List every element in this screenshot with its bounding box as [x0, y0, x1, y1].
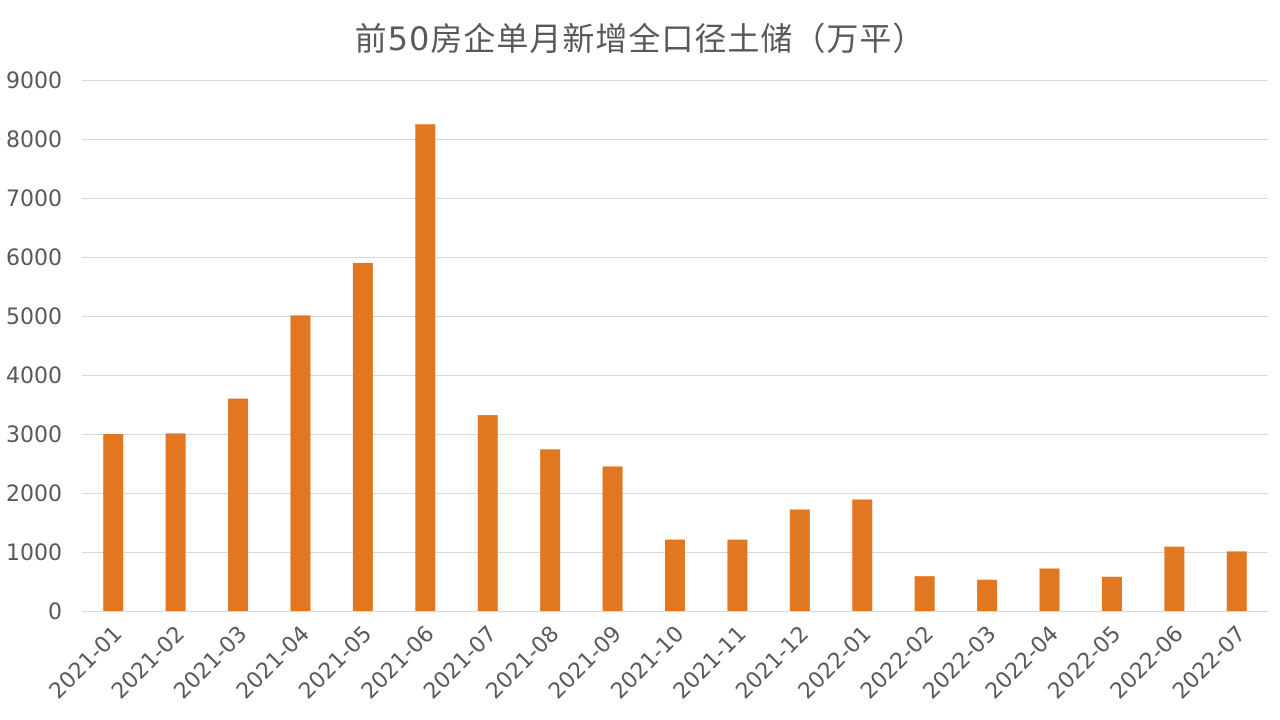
bar-2021-06 — [415, 124, 436, 611]
bar-2022-05 — [1101, 576, 1122, 611]
bar-2022-01 — [852, 499, 873, 611]
y-tick-label: 2000 — [6, 482, 62, 507]
bar-2022-06 — [1164, 546, 1185, 611]
x-axis: 2021-012021-022021-032021-042021-052021-… — [45, 622, 1251, 705]
bar-2021-07 — [477, 415, 498, 611]
y-tick-label: 1000 — [6, 541, 62, 566]
bar-2021-01 — [103, 434, 124, 611]
y-tick-label: 5000 — [6, 305, 62, 330]
y-tick-label: 7000 — [6, 187, 62, 212]
chart-title: 前50房企单月新增全口径土储（万平） — [354, 20, 926, 58]
y-tick-label: 8000 — [6, 128, 62, 153]
gridlines — [82, 80, 1268, 612]
bar-2021-12 — [789, 509, 810, 611]
bar-2021-10 — [665, 539, 685, 611]
bar-2021-03 — [228, 398, 249, 611]
bar-2021-08 — [540, 449, 561, 611]
bar-2021-11 — [727, 539, 748, 611]
bar-2021-05 — [352, 262, 373, 611]
y-tick-label: 9000 — [6, 69, 62, 94]
bar-2021-02 — [165, 433, 186, 611]
y-axis: 0 1000 2000 3000 4000 5000 6000 7000 8000 9000 — [6, 69, 62, 625]
bar-2021-04 — [290, 315, 311, 611]
bar-2022-02 — [914, 576, 935, 611]
y-tick-label: 3000 — [6, 423, 62, 448]
bar-2022-04 — [1039, 568, 1060, 611]
bar-2021-09 — [602, 466, 623, 611]
y-tick-label: 6000 — [6, 246, 62, 271]
bars — [103, 124, 1247, 611]
bar-2022-07 — [1226, 551, 1247, 611]
y-tick-label: 0 — [48, 600, 62, 625]
bar-2022-03 — [977, 579, 998, 611]
y-tick-label: 4000 — [6, 364, 62, 389]
